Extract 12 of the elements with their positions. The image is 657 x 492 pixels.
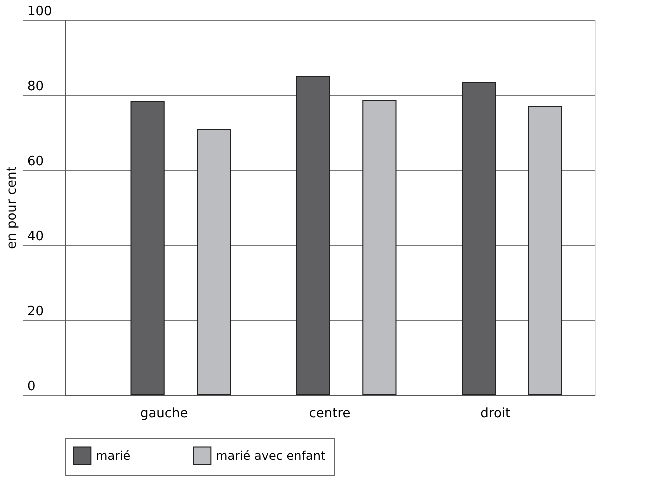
y-tick-label: 40 — [28, 230, 44, 244]
x-tick-label: gauche — [140, 406, 188, 422]
x-tick-label: centre — [309, 406, 351, 422]
legend-label: marié — [96, 448, 131, 463]
y-tick-label: 20 — [28, 304, 44, 320]
y-tick-label: 80 — [28, 80, 44, 94]
y-tick-label: 60 — [28, 154, 44, 170]
legend-label: marié avec enfant — [216, 448, 326, 463]
x-tick-label: droit — [480, 406, 511, 422]
y-tick-label: 100 — [28, 4, 52, 20]
y-tick-label: 0 — [28, 380, 36, 394]
y-axis-title: en pour cent — [5, 166, 20, 250]
